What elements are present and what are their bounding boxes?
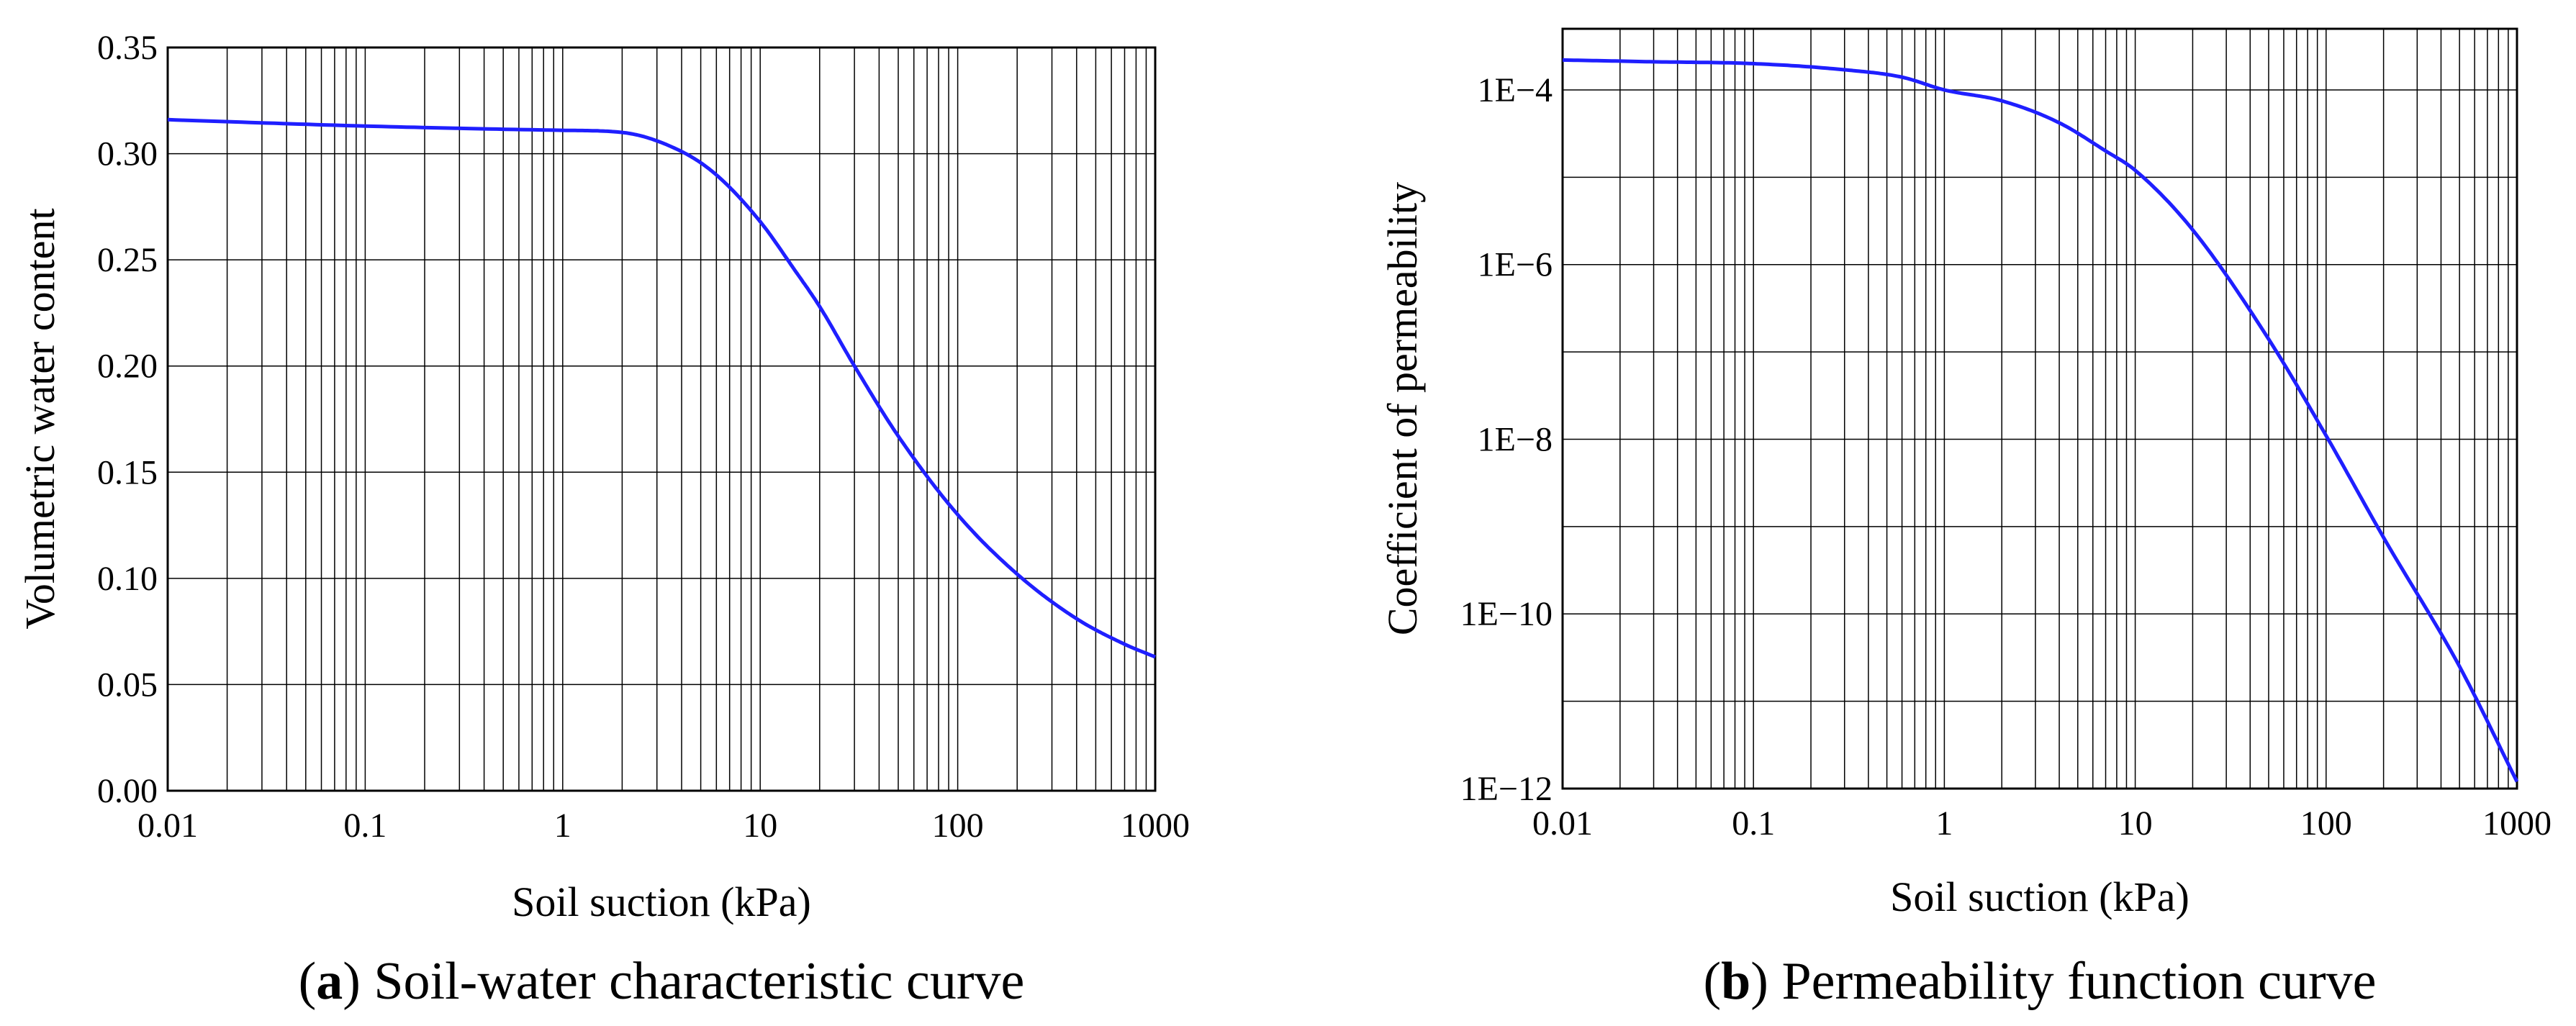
a-x-tick-label: 1000 (1121, 807, 1190, 845)
panel-b-caption-text: Permeability function curve (1781, 952, 2376, 1011)
a-x-tick-label: 0.1 (343, 807, 387, 845)
b-x-tick-label: 1 (1935, 804, 1953, 843)
panel-b-permeability: 0.01 0.1 1 10 100 1000 1E−12 1E−10 1E−8 1E−6 1E−4… (1379, 27, 2552, 1011)
b-y-tick-label: 1E−4 (1478, 71, 1553, 109)
b-x-tick-label: 10 (2118, 804, 2153, 843)
a-y-tick-label: 0.20 (97, 348, 158, 386)
panel-b-y-ticks: 1E−12 1E−10 1E−8 1E−6 1E−4 (1460, 71, 1553, 808)
b-y-tick-label: 1E−10 (1460, 595, 1553, 633)
panel-b-curve-group (1562, 58, 2519, 783)
panel-a-y-ticks: 0.00 0.05 0.10 0.15 0.20 0.25 0.30 0.35 (97, 29, 158, 810)
a-y-tick-label: 0.35 (97, 29, 158, 67)
b-x-tick-label: 0.01 (1532, 804, 1593, 843)
b-y-tick-label: 1E−8 (1478, 420, 1553, 458)
panel-a-plot-frame (166, 46, 1157, 792)
a-x-tick-label: 100 (932, 807, 984, 845)
panel-b-x-axis-label: Soil suction (kPa) (1890, 873, 2189, 920)
a-x-tick-label: 1 (554, 807, 571, 845)
panel-a-y-axis-label: Volumetric water content (17, 208, 63, 629)
a-y-tick-label: 0.05 (97, 666, 158, 704)
a-y-tick-label: 0.25 (97, 241, 158, 279)
panel-b-letter: b (1721, 952, 1750, 1011)
b-y-tick-label: 1E−6 (1478, 246, 1553, 284)
a-y-tick-label: 0.00 (97, 772, 158, 810)
panel-b-caption: (b) Permeability function curve (1703, 952, 2376, 1011)
a-x-tick-label: 0.01 (137, 807, 198, 845)
panel-a-swcc: 0.01 0.1 1 10 100 1000 0.000.050.100.150.200.… (17, 29, 1190, 1011)
b-y-tick-label: 1E−12 (1460, 770, 1553, 808)
panel-a-curve-group (167, 117, 1157, 659)
panel-b-y-axis-label: Coefficient of permeability (1379, 182, 1426, 635)
b-x-tick-label: 1000 (2482, 804, 2552, 843)
a-x-tick-label: 10 (743, 807, 777, 845)
panel-a-letter: a (316, 952, 343, 1011)
panel-a-x-ticks: 0.01 0.1 1 10 100 1000 (137, 807, 1190, 845)
a-y-tick-label: 0.30 (97, 135, 158, 173)
a-y-tick-label: 0.15 (97, 453, 158, 491)
b-curve-line (1562, 58, 2519, 783)
panel-a-caption: (a) Soil-water characteristic curve (299, 952, 1025, 1011)
b-x-tick-label: 100 (2300, 804, 2352, 843)
panel-b-x-ticks: 0.01 0.1 1 10 100 1000 (1532, 804, 2552, 843)
b-x-tick-label: 0.1 (1732, 804, 1775, 843)
panel-a-x-axis-label: Soil suction (kPa) (512, 879, 811, 925)
panel-b-grid (1563, 29, 2517, 789)
a-curve-line (167, 117, 1157, 659)
panel-b-plot-frame (1561, 27, 2518, 790)
a-y-tick-label: 0.10 (97, 560, 158, 598)
panel-a-caption-text: Soil-water characteristic curve (374, 952, 1024, 1011)
panel-a-grid (168, 47, 1155, 791)
